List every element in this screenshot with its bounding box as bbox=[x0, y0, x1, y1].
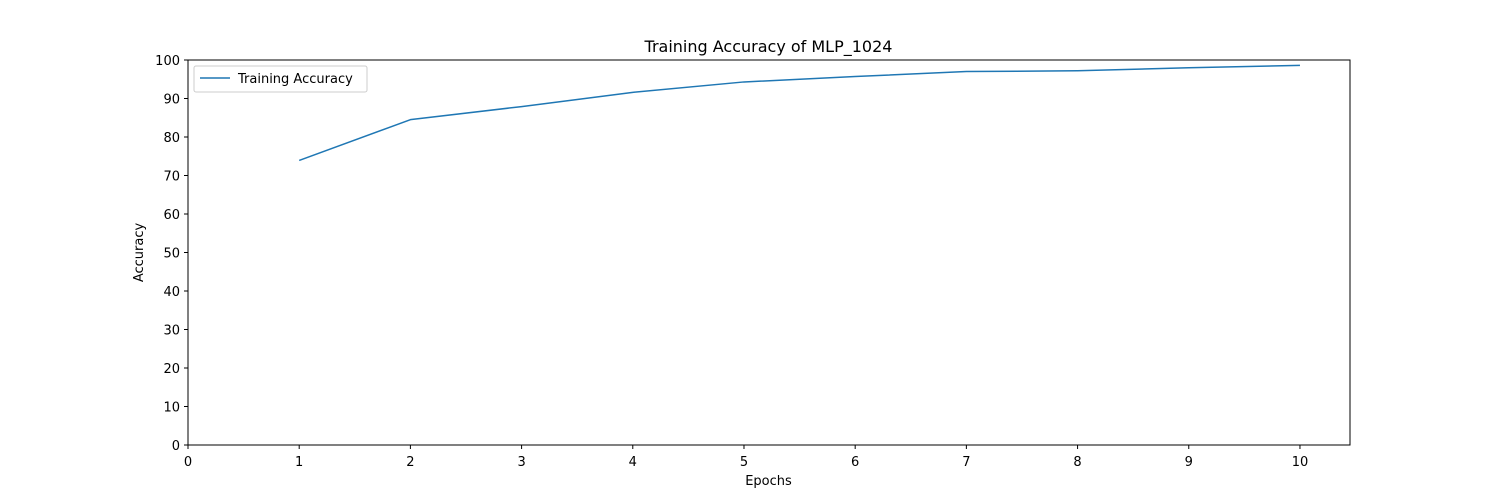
y-tick-label: 80 bbox=[163, 131, 180, 146]
series-line-training-accuracy bbox=[298, 64, 1300, 162]
y-tick-label: 0 bbox=[172, 439, 180, 454]
y-tick-label: 60 bbox=[163, 208, 180, 223]
x-axis: 0 1 2 3 4 5 6 7 8 9 10 bbox=[184, 445, 1308, 470]
y-axis: 0 10 20 30 40 50 60 70 80 90 100 bbox=[155, 54, 188, 454]
x-tick-label: 6 bbox=[851, 455, 859, 470]
x-axis-label: Epochs bbox=[745, 474, 792, 489]
x-tick-label: 5 bbox=[740, 455, 748, 470]
y-tick-label: 30 bbox=[163, 324, 180, 339]
y-tick-label: 70 bbox=[163, 170, 180, 185]
series-group bbox=[298, 64, 1300, 162]
y-tick-label: 10 bbox=[163, 401, 180, 416]
legend-label: Training Accuracy bbox=[237, 72, 353, 87]
x-tick-label: 2 bbox=[406, 455, 414, 470]
x-tick-label: 8 bbox=[1073, 455, 1081, 470]
x-tick-label: 0 bbox=[184, 455, 192, 470]
plot-area bbox=[187, 59, 1351, 446]
y-tick-label: 20 bbox=[163, 362, 180, 377]
y-tick-label: 90 bbox=[163, 93, 180, 108]
x-tick-label: 4 bbox=[629, 455, 637, 470]
x-tick-label: 7 bbox=[962, 455, 970, 470]
legend: Training Accuracy bbox=[193, 65, 368, 93]
x-tick-label: 3 bbox=[517, 455, 525, 470]
y-tick-label: 50 bbox=[163, 247, 180, 262]
chart-title: Training Accuracy of MLP_1024 bbox=[644, 37, 893, 57]
x-tick-label: 9 bbox=[1185, 455, 1193, 470]
y-tick-label: 40 bbox=[163, 285, 180, 300]
x-tick-label: 1 bbox=[295, 455, 303, 470]
x-tick-label: 10 bbox=[1292, 455, 1309, 470]
y-tick-label: 100 bbox=[155, 54, 180, 69]
y-axis-label: Accuracy bbox=[132, 223, 147, 283]
plot-frame bbox=[187, 59, 1351, 446]
legend-frame bbox=[193, 65, 368, 93]
